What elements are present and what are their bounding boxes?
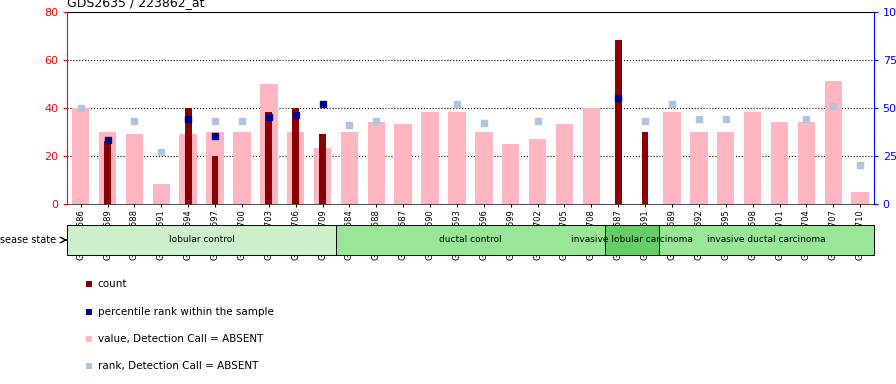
Bar — [797, 122, 815, 204]
Bar — [642, 131, 649, 204]
Text: percentile rank within the sample: percentile rank within the sample — [98, 307, 273, 317]
Bar — [340, 131, 358, 204]
Bar — [744, 112, 762, 204]
Text: lobular control: lobular control — [168, 235, 235, 245]
Bar — [448, 112, 466, 204]
Bar — [421, 112, 439, 204]
Bar — [502, 144, 520, 204]
Bar — [287, 131, 305, 204]
Bar — [67, 225, 336, 255]
Text: invasive lobular carcinoma: invasive lobular carcinoma — [571, 235, 693, 245]
Bar — [152, 184, 170, 204]
Text: disease state: disease state — [0, 235, 56, 245]
Text: rank, Detection Call = ABSENT: rank, Detection Call = ABSENT — [98, 361, 258, 371]
Bar — [179, 134, 197, 204]
Bar — [556, 124, 573, 204]
Bar — [319, 134, 326, 204]
Bar — [394, 124, 412, 204]
Bar — [211, 156, 219, 204]
Bar — [265, 112, 272, 204]
Bar — [690, 131, 708, 204]
Text: invasive ductal carcinoma: invasive ductal carcinoma — [707, 235, 825, 245]
Bar — [72, 108, 90, 204]
Bar — [582, 108, 600, 204]
Bar — [475, 131, 493, 204]
Bar — [260, 84, 278, 204]
Bar — [233, 131, 251, 204]
Bar — [659, 225, 874, 255]
Text: ductal control: ductal control — [439, 235, 502, 245]
Bar — [104, 141, 111, 204]
Bar — [367, 122, 385, 204]
Bar — [771, 122, 788, 204]
Bar — [336, 225, 605, 255]
Bar — [206, 131, 224, 204]
Bar — [717, 131, 735, 204]
Bar — [615, 40, 622, 204]
Bar — [314, 148, 332, 204]
Text: value, Detection Call = ABSENT: value, Detection Call = ABSENT — [98, 334, 263, 344]
Bar — [529, 139, 547, 204]
Text: count: count — [98, 280, 127, 290]
Bar — [292, 108, 299, 204]
Bar — [605, 225, 659, 255]
Bar — [824, 81, 842, 204]
Bar — [125, 134, 143, 204]
Text: GDS2635 / 223862_at: GDS2635 / 223862_at — [67, 0, 204, 9]
Bar — [663, 112, 681, 204]
Bar — [851, 192, 869, 204]
Bar — [99, 131, 116, 204]
Bar — [185, 108, 192, 204]
